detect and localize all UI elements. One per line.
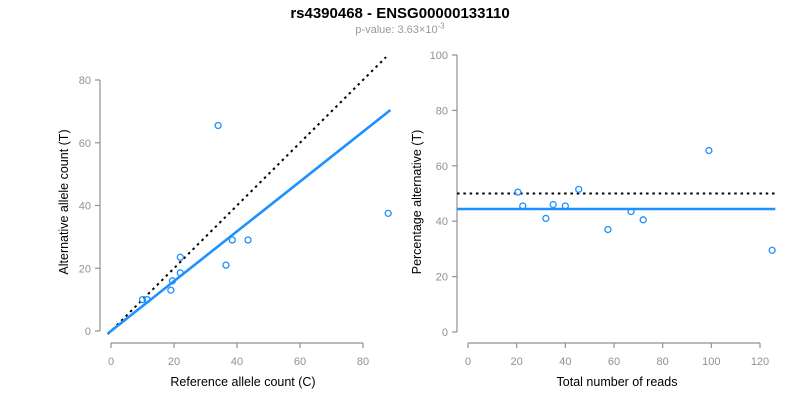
x-tick-label: 0: [465, 356, 471, 368]
data-point: [143, 295, 151, 304]
data-point: [222, 261, 230, 269]
regression-line: [107, 109, 392, 335]
x-tick-label: 40: [231, 356, 243, 368]
x-tick-label: 40: [559, 356, 571, 368]
pvalue-exponent: -3: [437, 21, 445, 31]
y-tick-label: 60: [436, 161, 448, 173]
y-tick-label: 20: [436, 272, 448, 284]
percentage-vs-reads-scatter: 0 20 40 60 80 100 0 20 40 60 80 100 120 Total number …: [410, 50, 776, 389]
y-tick-label: 20: [79, 263, 91, 275]
x-tick-label: 0: [108, 356, 114, 368]
data-point: [167, 286, 175, 294]
data-point: [705, 146, 713, 155]
x-tick-label: 80: [657, 356, 669, 368]
y-tick-label: 40: [436, 216, 448, 228]
data-point: [549, 200, 557, 209]
pvalue-text: p-value: 3.63×10: [355, 24, 438, 36]
identity-line: [107, 56, 387, 335]
figure-subtitle: p-value: 3.63×10-3: [0, 21, 800, 36]
x-axis-title: Reference allele count (C): [170, 375, 315, 389]
data-point: [138, 295, 147, 304]
x-axis-title: Total number of reads: [557, 375, 678, 389]
data-point: [168, 277, 177, 285]
y-tick-label: 80: [79, 75, 91, 87]
y-tick-label: 0: [85, 326, 91, 338]
x-tick-label: 120: [751, 356, 769, 368]
data-point: [604, 225, 612, 234]
y-tick-label: 40: [79, 201, 91, 213]
x-tick-label: 80: [357, 356, 369, 368]
x-tick-label: 60: [608, 356, 620, 368]
data-point: [519, 202, 527, 210]
data-point: [214, 121, 222, 130]
data-point: [561, 202, 569, 210]
data-point: [384, 209, 392, 217]
x-tick-label: 100: [702, 356, 720, 368]
data-point: [639, 216, 647, 224]
data-point: [542, 214, 550, 223]
y-axis-title: Alternative allele count (T): [57, 129, 71, 274]
data-point: [575, 185, 583, 193]
x-tick-label: 60: [294, 356, 306, 368]
data-point: [176, 269, 184, 277]
y-tick-label: 100: [430, 50, 448, 62]
data-point: [244, 236, 252, 244]
y-axis-title: Percentage alternative (T): [410, 130, 424, 275]
data-point: [768, 246, 776, 254]
x-tick-label: 20: [168, 356, 180, 368]
figure-title: rs4390468 - ENSG00000133110: [290, 5, 510, 22]
y-tick-label: 0: [442, 327, 448, 339]
data-point: [514, 188, 522, 196]
x-tick-label: 20: [511, 356, 523, 368]
data-point: [627, 207, 635, 216]
data-point: [176, 253, 184, 261]
allele-counts-scatter: 0 20 40 60 80 0 20 40 60 80 Reference allele count…: [57, 56, 392, 389]
y-tick-label: 80: [436, 105, 448, 117]
data-point: [228, 236, 236, 244]
y-tick-label: 60: [79, 138, 91, 150]
